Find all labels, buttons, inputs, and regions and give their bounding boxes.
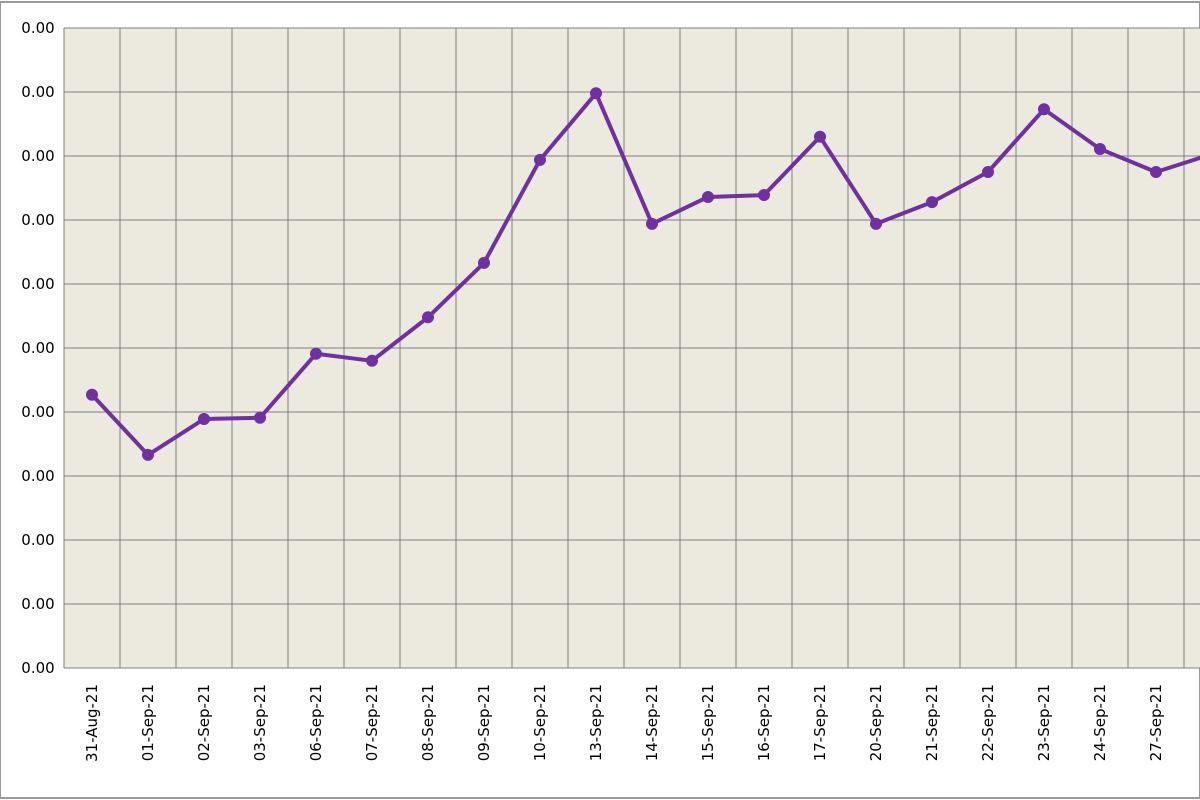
y-tick-label: 0.00 [21,467,54,485]
x-tick-label: 02-Sep-21 [195,684,213,761]
data-point [982,166,994,178]
x-tick-label: 31-Aug-21 [83,684,101,762]
y-tick-label: 0.00 [21,659,54,677]
data-point [142,448,154,461]
y-tick-label: 0.00 [21,83,54,101]
data-point [926,196,938,209]
y-tick-label: 0.00 [21,275,54,293]
data-point [310,347,322,360]
data-point [86,388,98,401]
x-tick-label: 20-Sep-21 [867,684,885,761]
data-point [758,189,770,202]
y-tick-label: 0.00 [21,211,54,229]
x-tick-label: 10-Sep-21 [531,684,549,761]
x-tick-label: 03-Sep-21 [251,684,269,761]
y-tick-label: 0.00 [21,19,54,37]
x-tick-label: 24-Sep-21 [1091,684,1109,761]
data-point [198,413,210,426]
x-tick-label: 23-Sep-21 [1035,684,1053,761]
x-tick-label: 07-Sep-21 [363,684,381,761]
x-tick-label: 13-Sep-21 [587,684,605,761]
data-point [254,411,266,424]
y-tick-label: 0.00 [21,595,54,613]
y-tick-label: 0.00 [21,339,54,357]
data-point [422,311,434,324]
x-tick-label: 27-Sep-21 [1147,684,1165,761]
y-tick-label: 0.00 [21,403,54,421]
x-tick-label: 15-Sep-21 [699,684,717,761]
data-point [646,217,658,230]
data-point [478,256,490,269]
x-tick-label: 09-Sep-21 [475,684,493,761]
x-tick-label: 22-Sep-21 [979,684,997,761]
data-point [702,190,714,203]
data-point [590,87,602,100]
x-tick-label: 21-Sep-21 [923,684,941,761]
x-tick-label: 16-Sep-21 [755,684,773,761]
data-point [366,354,378,367]
data-point [1038,103,1050,116]
data-point [1150,166,1162,178]
data-point [870,217,882,230]
x-tick-label: 06-Sep-21 [307,684,325,761]
y-tick-label: 0.00 [21,147,54,165]
x-tick-label: 17-Sep-21 [811,684,829,761]
x-tick-label: 14-Sep-21 [643,684,661,761]
data-point [814,130,826,143]
y-tick-label: 0.00 [21,531,54,549]
data-point [1094,142,1106,155]
x-tick-label: 01-Sep-21 [139,684,157,761]
data-point [534,153,546,166]
x-tick-label: 08-Sep-21 [419,684,437,761]
